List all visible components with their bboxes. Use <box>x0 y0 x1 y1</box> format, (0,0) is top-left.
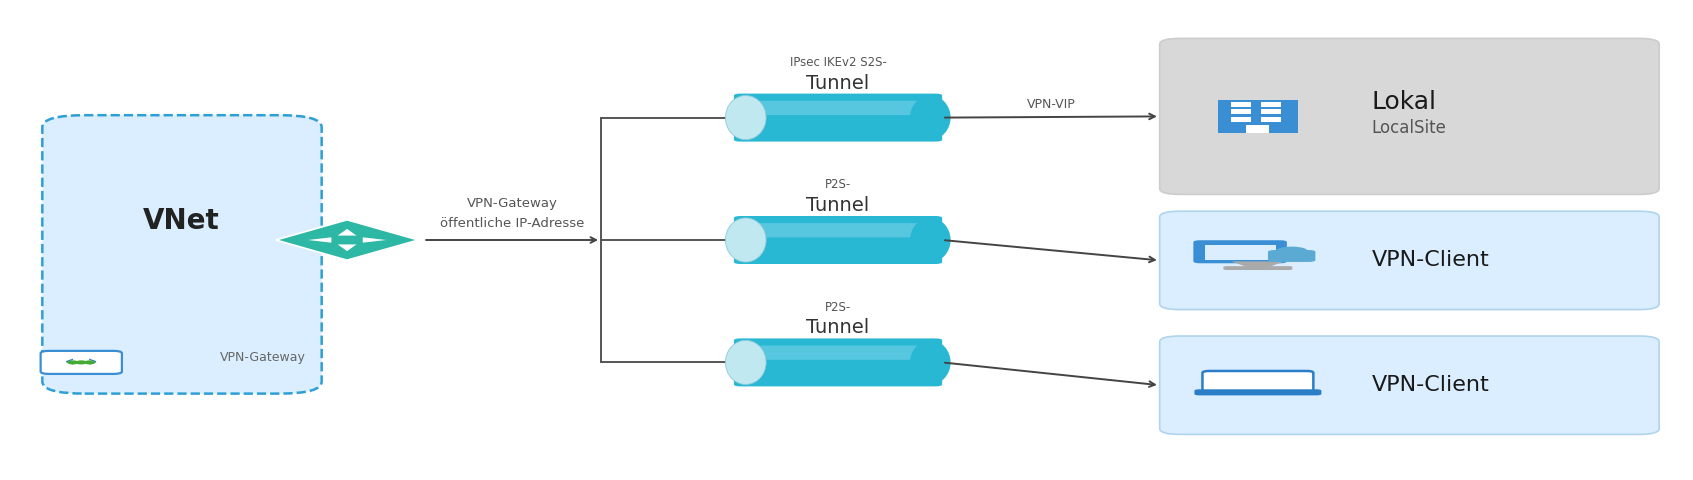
Text: IPsec IKEv2 S2S-: IPsec IKEv2 S2S- <box>789 56 887 69</box>
Text: >: > <box>88 358 98 367</box>
Polygon shape <box>337 244 357 251</box>
Ellipse shape <box>911 96 951 140</box>
FancyBboxPatch shape <box>1261 109 1282 114</box>
FancyBboxPatch shape <box>1246 125 1270 133</box>
FancyBboxPatch shape <box>733 94 941 142</box>
FancyBboxPatch shape <box>1205 245 1277 260</box>
Circle shape <box>76 361 86 364</box>
FancyBboxPatch shape <box>755 101 924 115</box>
Circle shape <box>1275 247 1307 256</box>
Text: VPN-VIP: VPN-VIP <box>1026 98 1075 111</box>
Text: LocalSite: LocalSite <box>1371 120 1446 137</box>
FancyBboxPatch shape <box>733 338 941 386</box>
FancyBboxPatch shape <box>1224 266 1292 270</box>
FancyBboxPatch shape <box>1231 109 1251 114</box>
FancyBboxPatch shape <box>1202 371 1314 393</box>
FancyBboxPatch shape <box>1261 117 1282 122</box>
Text: Tunnel: Tunnel <box>806 73 870 93</box>
FancyBboxPatch shape <box>755 346 924 360</box>
Text: Tunnel: Tunnel <box>806 318 870 337</box>
Polygon shape <box>308 237 332 243</box>
Text: Lokal: Lokal <box>1371 90 1436 114</box>
Polygon shape <box>362 237 386 243</box>
FancyBboxPatch shape <box>1160 211 1659 310</box>
Ellipse shape <box>911 340 951 384</box>
Text: Tunnel: Tunnel <box>806 196 870 215</box>
Text: VPN-Gateway: VPN-Gateway <box>467 197 557 211</box>
FancyBboxPatch shape <box>1261 102 1282 107</box>
FancyBboxPatch shape <box>1219 100 1297 133</box>
Polygon shape <box>276 220 418 260</box>
Polygon shape <box>1231 261 1285 267</box>
Text: öffentliche IP-Adresse: öffentliche IP-Adresse <box>440 216 584 230</box>
Ellipse shape <box>911 218 951 262</box>
FancyBboxPatch shape <box>42 115 322 394</box>
Text: VPN-Client: VPN-Client <box>1371 251 1490 270</box>
Polygon shape <box>337 229 357 236</box>
Ellipse shape <box>725 96 765 140</box>
Text: VPN-Gateway: VPN-Gateway <box>220 351 305 364</box>
Text: P2S-: P2S- <box>824 178 852 192</box>
FancyBboxPatch shape <box>1160 336 1659 434</box>
FancyBboxPatch shape <box>755 223 924 238</box>
Text: <: < <box>64 358 74 367</box>
FancyBboxPatch shape <box>1268 250 1315 262</box>
Circle shape <box>85 361 95 364</box>
FancyBboxPatch shape <box>1195 389 1322 396</box>
FancyBboxPatch shape <box>41 351 122 374</box>
FancyBboxPatch shape <box>1160 38 1659 194</box>
Text: P2S-: P2S- <box>824 300 852 314</box>
Text: VPN-Client: VPN-Client <box>1371 375 1490 395</box>
Ellipse shape <box>725 340 765 384</box>
FancyBboxPatch shape <box>1231 117 1251 122</box>
FancyBboxPatch shape <box>1231 102 1251 107</box>
Ellipse shape <box>725 218 765 262</box>
FancyBboxPatch shape <box>733 216 941 264</box>
Text: VNet: VNet <box>142 207 220 235</box>
FancyBboxPatch shape <box>1194 240 1287 263</box>
Circle shape <box>68 361 78 364</box>
